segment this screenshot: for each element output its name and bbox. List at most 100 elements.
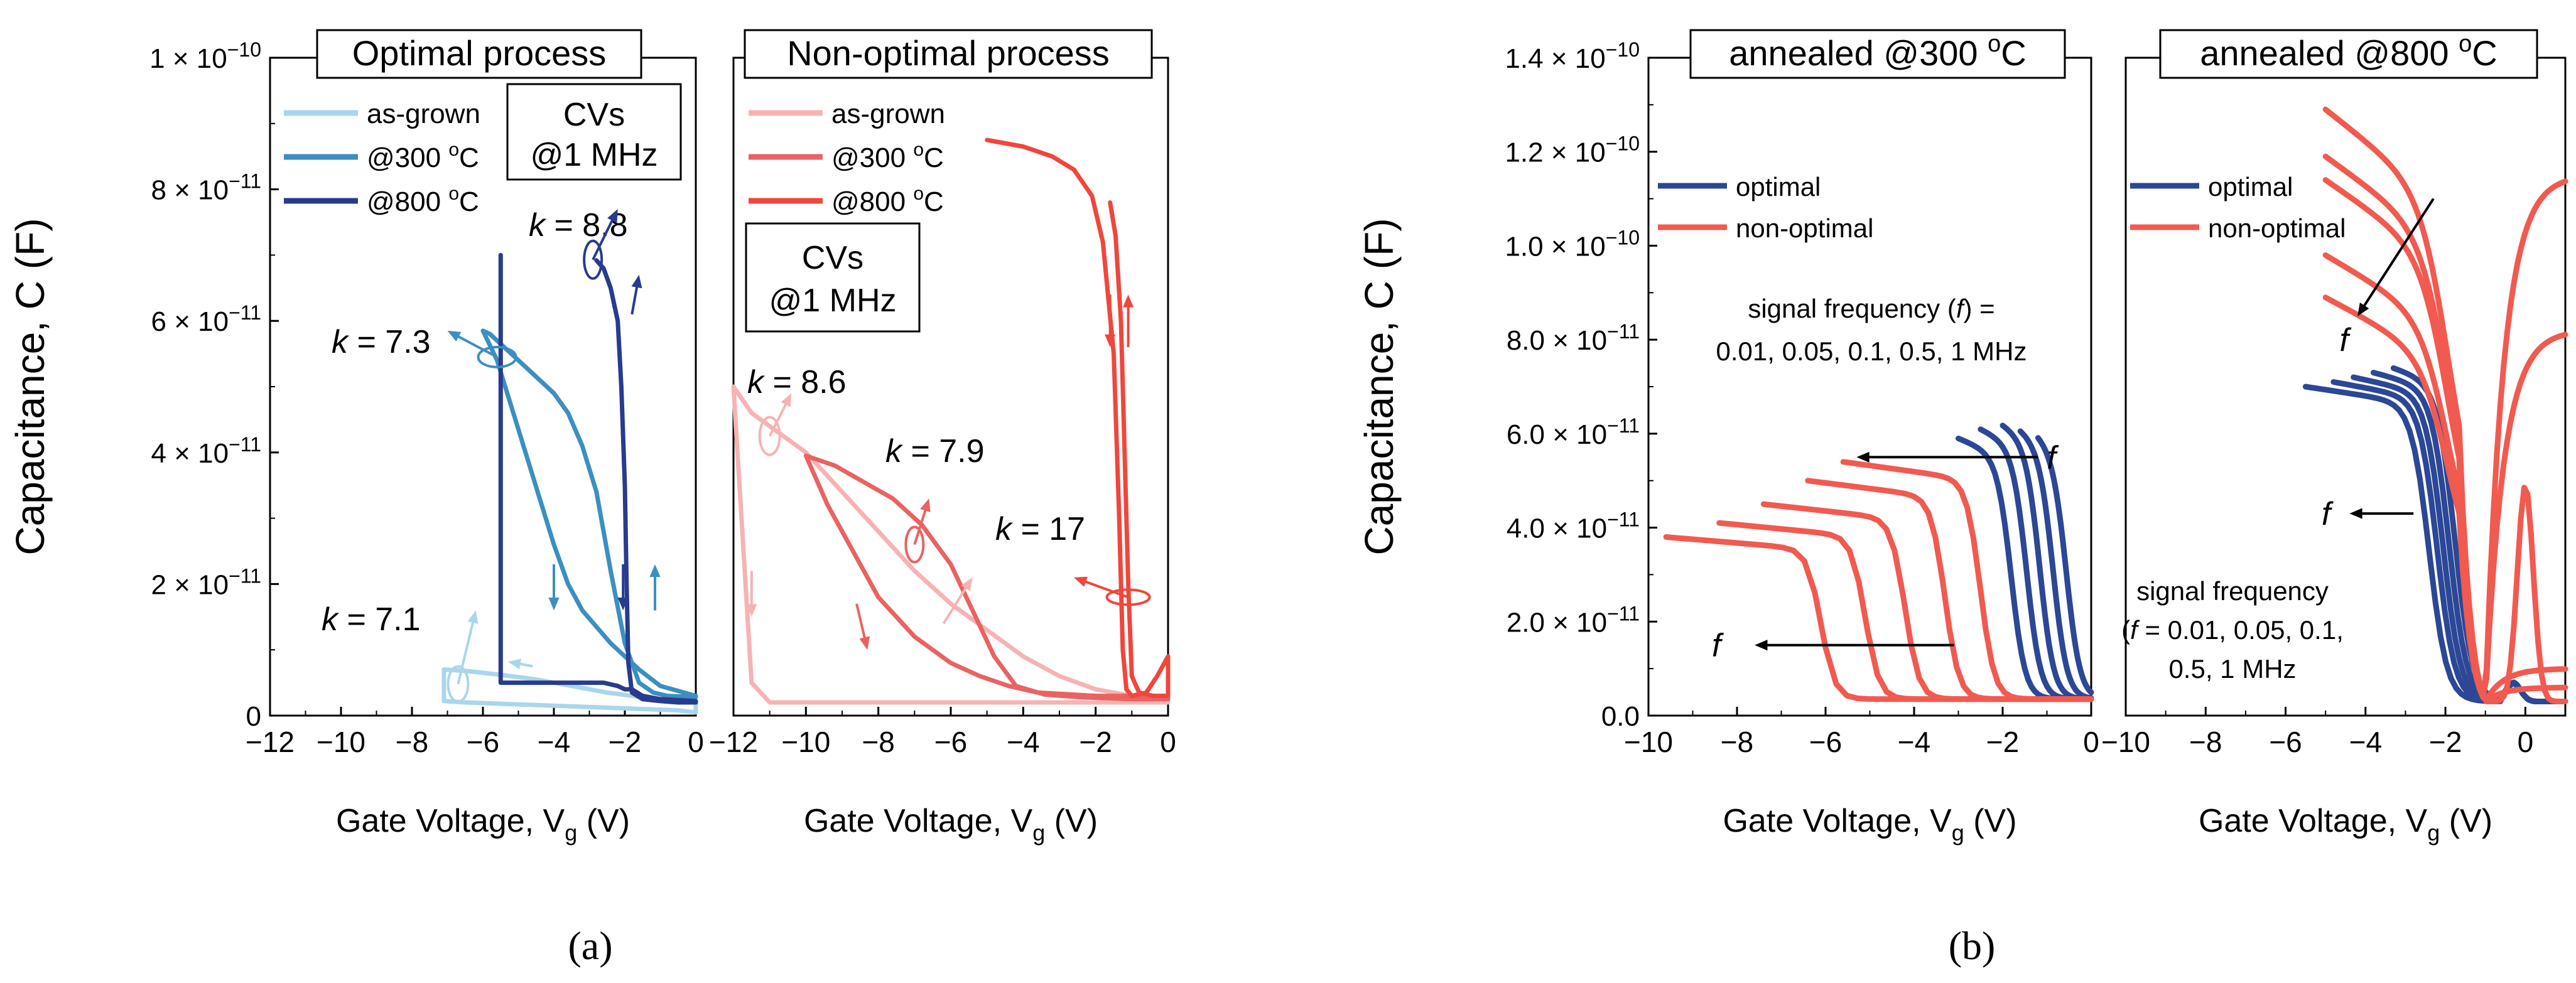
- panel-title-box: [2159, 29, 2538, 79]
- y-axis-label: Capacitance, C (F): [8, 218, 53, 555]
- x-axis-label: Gate Voltage, Vg (V): [804, 803, 1098, 846]
- legend-label: as-grown: [831, 99, 945, 129]
- x-tick-label: −4: [1898, 726, 1930, 758]
- frequency-note-line-3: 0.5, 1 MHz: [2168, 654, 2296, 684]
- k-arrow-300c: [452, 332, 498, 358]
- x-tick-label: 0: [688, 726, 704, 758]
- frequency-arrow-non-optimal-head: [1755, 640, 1768, 651]
- legend-label: @800 oC: [367, 183, 479, 217]
- sweep-arrow-800c-down-head: [1105, 334, 1116, 348]
- series-line-800c: [985, 137, 1171, 699]
- y-tick-label: 1.0 × 10−10: [1505, 226, 1640, 262]
- legend-label: non-optimal: [2208, 213, 2346, 243]
- k-arrow-as-grown-head: [781, 393, 792, 407]
- frequency-note-line-1: signal frequency (f) =: [1748, 294, 1994, 323]
- y-tick-label: 4.0 × 10−11: [1507, 508, 1640, 544]
- x-tick-label: −4: [2349, 726, 2382, 758]
- x-tick-label: −2: [1079, 726, 1112, 758]
- k-label-300c: k = 7.9: [885, 433, 985, 470]
- series-line-300c: [480, 328, 698, 700]
- panel-b-annealed-800: −10 −8 −6 −4 −2 0 Gate Voltage, Vg (V) annealed…: [2101, 29, 2568, 846]
- k-arrow-300c-head: [920, 498, 931, 513]
- panel-title: annealed @800 oC: [2200, 31, 2497, 73]
- x-tick-label: −8: [2189, 726, 2222, 758]
- f-symbol: f: [2047, 439, 2059, 476]
- f-symbol: f: [2322, 496, 2334, 532]
- k-arrow-300c-head: [447, 330, 462, 341]
- frequency-arrow-optimal-head: [2349, 508, 2362, 519]
- panel-title: Non-optimal process: [787, 33, 1110, 73]
- x-axis-label: Gate Voltage, Vg (V): [1723, 803, 2016, 846]
- x-tick-label: −8: [862, 726, 894, 758]
- cvs-line-1: CVs: [802, 240, 863, 276]
- series-line-optimal: [2035, 435, 2094, 696]
- panel-title: annealed @300 oC: [1729, 31, 2026, 73]
- k-marker-300c: [904, 525, 925, 564]
- sweep-arrow-300c-down-head: [548, 598, 560, 611]
- series-line-non-optimal: [2322, 106, 2568, 699]
- panel-a-optimal: −12 −10 −8 −6 −4 −2 0 Gate Voltage, Vg (V) 0 2 × …: [8, 29, 704, 846]
- x-tick-label: −2: [2429, 726, 2462, 758]
- y-tick-label: 0: [246, 701, 261, 732]
- x-tick-label: −8: [1721, 726, 1753, 758]
- panel-a-non-optimal: −12 −10 −8 −6 −4 −2 0 Gate Voltage, Vg (V) Non-o…: [709, 29, 1176, 846]
- cvs-line-2: @1 MHz: [769, 282, 896, 319]
- series-line-non-optimal: [2322, 177, 2568, 704]
- sweep-arrow-300c-up-head: [649, 564, 661, 577]
- x-tick-label: −2: [1986, 726, 2019, 758]
- k-marker-as-grown: [446, 665, 470, 703]
- series-line-as-grown: [441, 667, 698, 715]
- x-tick-label: −6: [934, 726, 967, 758]
- y-tick-label: 8 × 10−11: [151, 170, 261, 206]
- panel-title-box: [316, 29, 642, 79]
- k-marker-800c: [583, 239, 603, 280]
- x-tick-label: −10: [317, 726, 365, 758]
- series-line-as-grown: [731, 384, 1171, 705]
- y-tick-label: 8.0 × 10−11: [1507, 320, 1640, 356]
- k-marker-as-grown: [758, 416, 781, 456]
- y-tick-label: 2.0 × 10−11: [1507, 602, 1640, 638]
- x-tick-label: 0: [2518, 726, 2534, 758]
- x-tick-label: −4: [538, 726, 570, 758]
- legend-label: optimal: [2208, 172, 2293, 201]
- k-marker-300c: [477, 345, 517, 368]
- figure-label-a: (a): [568, 923, 612, 968]
- x-tick-label: −2: [609, 726, 641, 758]
- k-label-as-grown: k = 8.6: [747, 364, 847, 400]
- sweep-arrow-800c-up-head: [631, 274, 642, 289]
- y-tick-label: 6.0 × 10−11: [1507, 414, 1640, 450]
- k-label-as-grown: k = 7.1: [322, 601, 421, 638]
- legend-label: @300 oC: [831, 139, 944, 173]
- k-marker-800c: [1105, 588, 1151, 606]
- y-tick-label: 2 × 10−11: [151, 564, 261, 600]
- legend-label: @800 oC: [831, 183, 944, 217]
- f-symbol: f: [2339, 322, 2351, 358]
- y-tick-label: 4 × 10−11: [151, 433, 261, 469]
- x-axis-label: Gate Voltage, Vg (V): [336, 803, 630, 846]
- x-tick-label: −10: [781, 726, 830, 758]
- cvs-box: [506, 83, 682, 181]
- x-tick-label: −4: [1007, 726, 1039, 758]
- k-arrow-as-grown: [768, 398, 790, 437]
- sweep-arrow-800c-up-head: [1122, 294, 1134, 308]
- frequency-arrow-non-optimal-head: [2357, 303, 2369, 316]
- x-tick-label: −12: [709, 726, 758, 758]
- cvs-line-2: @1 MHz: [530, 137, 658, 173]
- f-symbol: f: [1712, 628, 1724, 664]
- k-label-300c: k = 7.3: [332, 324, 431, 360]
- x-axis-label: Gate Voltage, Vg (V): [2199, 803, 2492, 846]
- series-line-800c: [498, 252, 698, 705]
- legend-label: optimal: [1736, 172, 1821, 201]
- k-arrow-800c: [1079, 578, 1129, 599]
- x-tick-label: −10: [2101, 726, 2150, 758]
- series-line-non-optimal: [2322, 294, 2568, 704]
- x-tick-label: −6: [1809, 726, 1842, 758]
- frequency-arrow-optimal-head: [1856, 451, 1870, 463]
- panel-title-box: [1689, 29, 2066, 79]
- k-arrow-as-grown: [457, 616, 476, 685]
- frequency-note-line-2: 0.01, 0.05, 0.1, 0.5, 1 MHz: [1716, 336, 2027, 366]
- sweep-arrow-800c-down-head: [617, 598, 629, 611]
- k-arrow-800c-head: [607, 209, 618, 223]
- panel-b-annealed-300: −10 −8 −6 −4 −2 0 Gate Voltage, Vg (V) 0.0 2.0 ×…: [1356, 29, 2099, 846]
